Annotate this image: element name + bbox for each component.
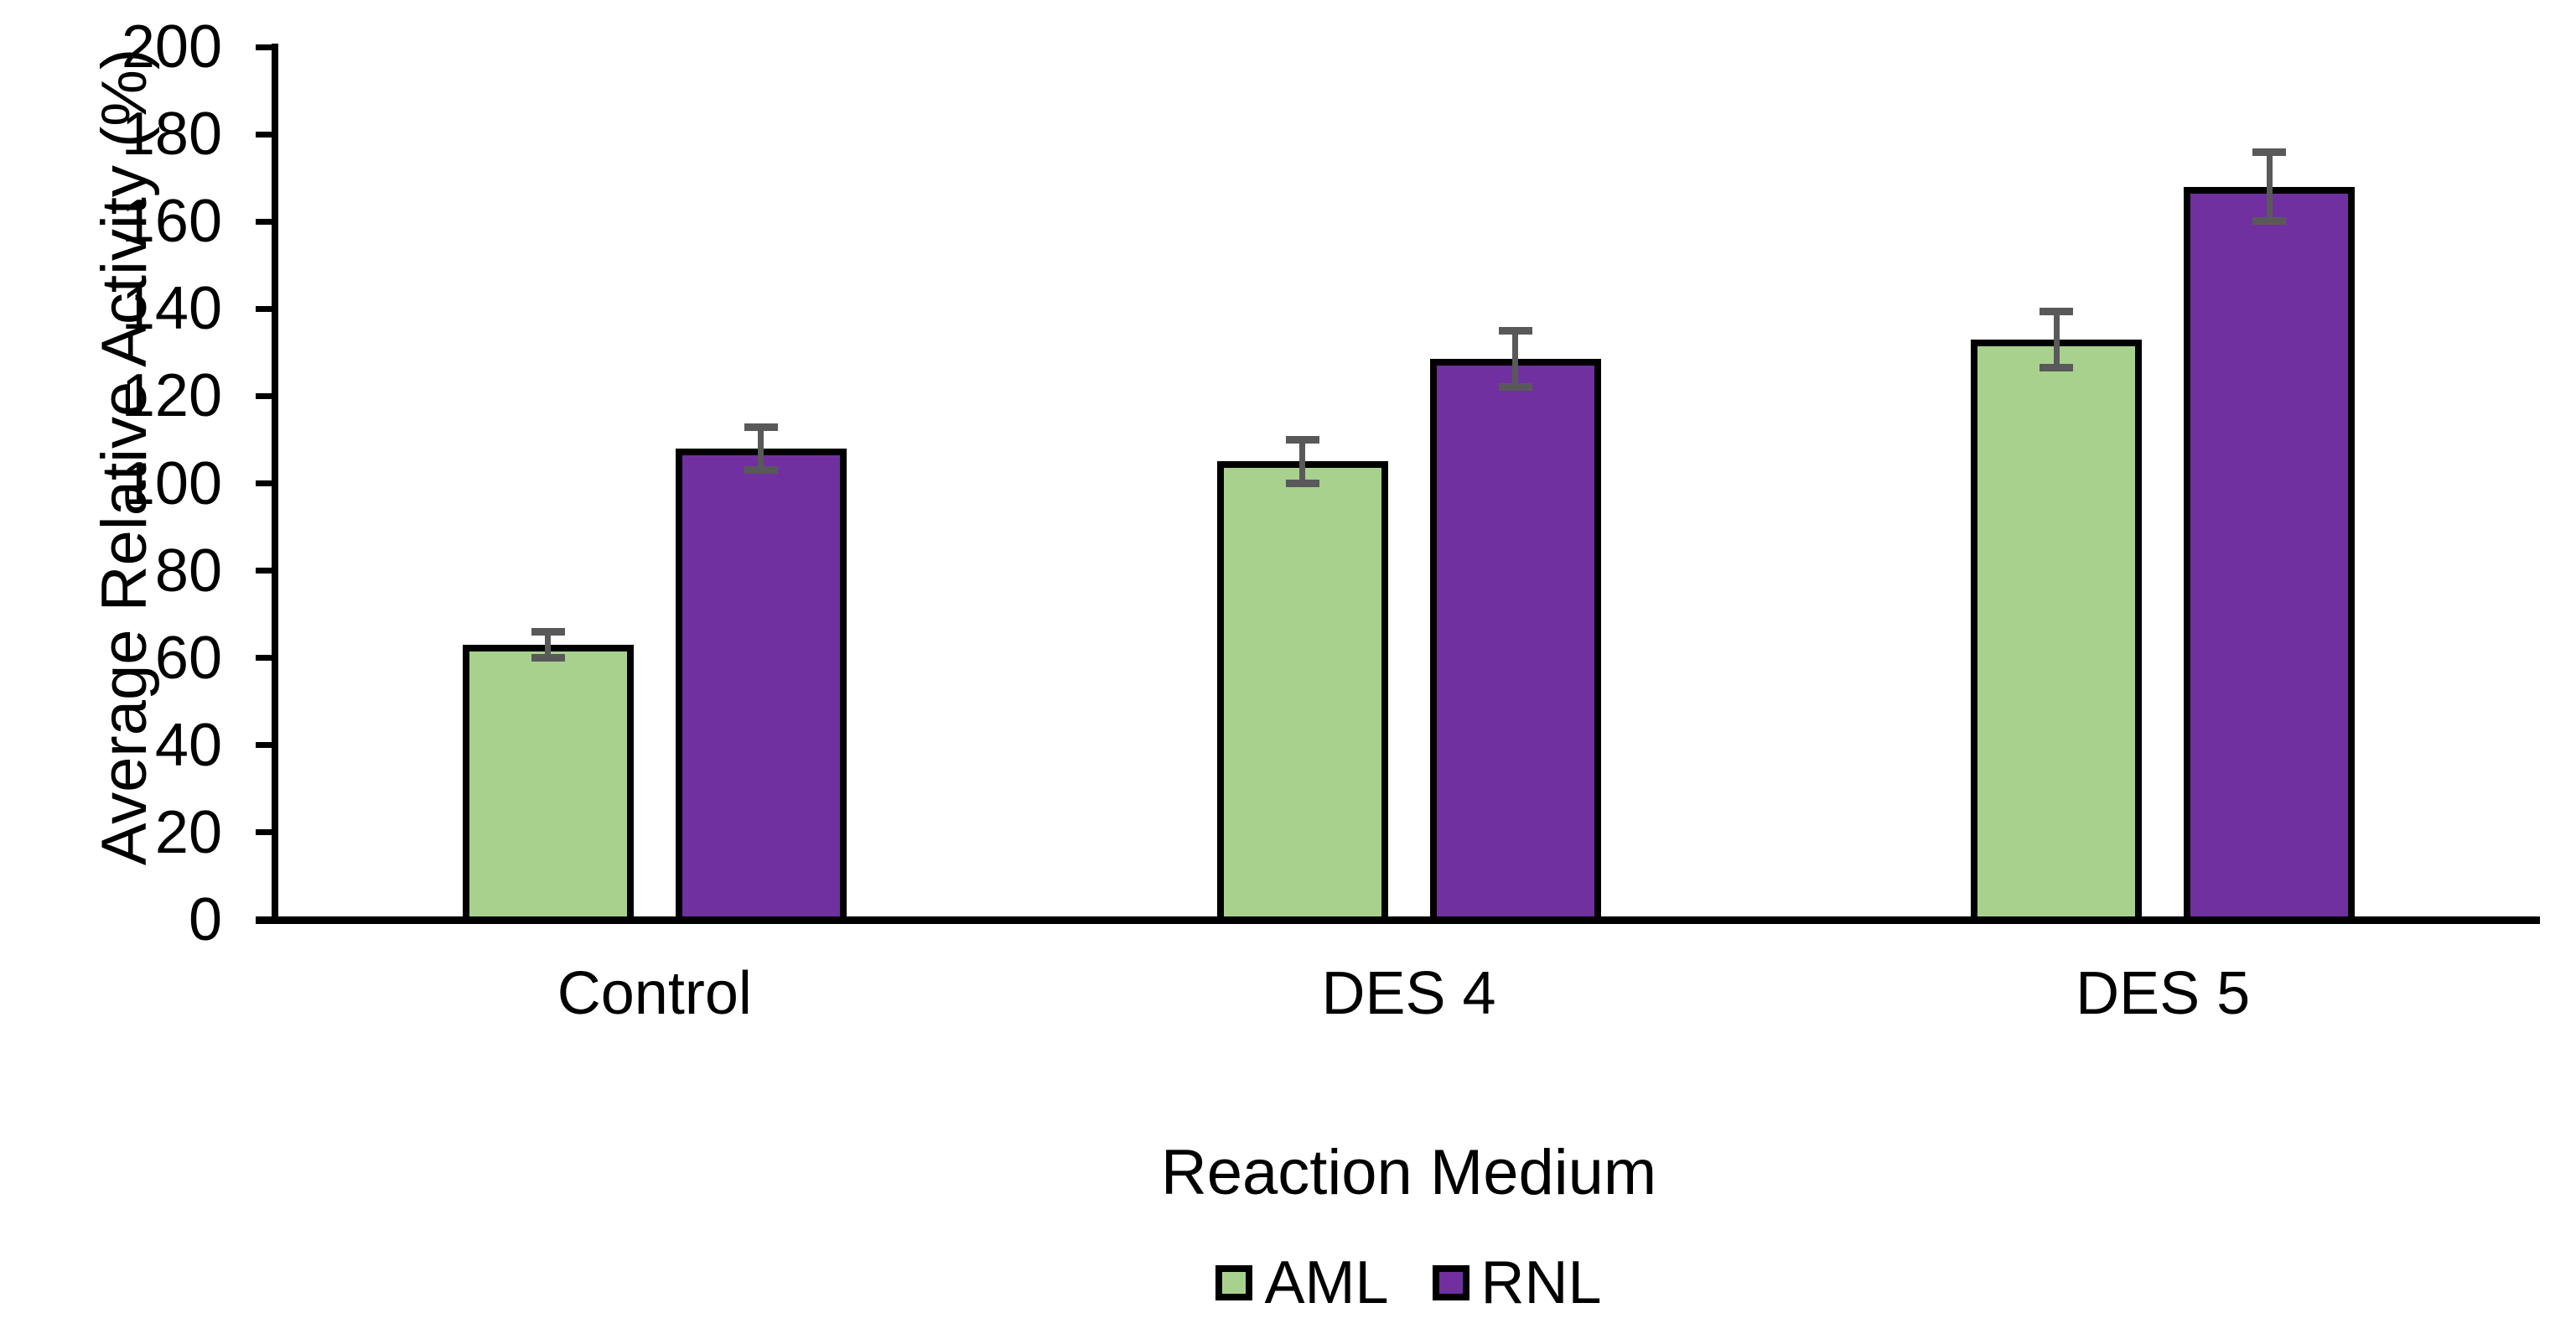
error-bar-cap-top: [1498, 327, 1532, 335]
legend-swatch-aml: [1215, 1265, 1253, 1300]
y-axis-tick-label: 20: [154, 798, 222, 866]
y-axis-tick: [256, 742, 277, 749]
y-axis-tick-label: 120: [121, 362, 222, 430]
error-bar-line: [545, 631, 552, 658]
y-axis-tick: [256, 655, 277, 662]
error-bar-cap-bottom: [531, 653, 565, 662]
error-bar-line: [2053, 310, 2060, 368]
error-bar-cap-top: [744, 423, 778, 431]
error-bar-cap-bottom: [744, 465, 778, 474]
bar-aml-0: [462, 645, 634, 924]
x-axis-line: [256, 916, 2540, 924]
y-axis-tick-label: 0: [188, 886, 222, 953]
bar-aml-2: [1971, 339, 2143, 924]
error-bar-line: [758, 426, 765, 470]
error-bar-cap-top: [2252, 148, 2287, 156]
y-axis-tick-label: 40: [154, 711, 222, 779]
bar-aml-1: [1216, 461, 1388, 924]
y-axis-tick: [256, 480, 277, 486]
legend-label-aml: AML: [1264, 1249, 1389, 1316]
error-bar-line: [1299, 439, 1305, 484]
error-bar-cap-bottom: [1498, 382, 1532, 391]
error-bar-cap-top: [531, 628, 565, 636]
y-axis-tick-label: 200: [121, 13, 222, 80]
error-bar-cap-bottom: [2040, 363, 2074, 371]
bar-rnl-2: [2184, 186, 2356, 924]
x-axis-category-label-1: DES 4: [1321, 960, 1496, 1027]
legend-item-aml: AML: [1215, 1249, 1389, 1316]
bar-rnl-0: [675, 448, 847, 924]
y-axis-tick: [256, 568, 277, 574]
legend: AML RNL: [277, 1249, 2540, 1316]
y-axis-tick: [256, 829, 277, 836]
error-bar-cap-top: [2040, 307, 2074, 315]
legend-label-rnl: RNL: [1480, 1249, 1602, 1316]
y-axis-tick-label: 80: [154, 537, 222, 605]
error-bar-cap-bottom: [2252, 217, 2287, 226]
y-axis-tick-label: 100: [121, 449, 222, 517]
y-axis-tick-label: 140: [121, 275, 222, 343]
y-axis-tick: [256, 218, 277, 225]
y-axis-tick: [256, 131, 277, 138]
x-axis-category-label-2: DES 5: [2076, 960, 2251, 1027]
error-bar-line: [2266, 151, 2273, 222]
y-axis-tick: [256, 44, 277, 50]
y-axis-tick: [256, 392, 277, 399]
y-axis-tick-label: 60: [154, 624, 222, 692]
bar-rnl-1: [1429, 359, 1601, 924]
y-axis-tick-label: 180: [121, 101, 222, 169]
legend-swatch-rnl: [1432, 1265, 1469, 1300]
x-axis-title: Reaction Medium: [1160, 1137, 1657, 1208]
y-axis-tick-label: 160: [121, 188, 222, 256]
legend-item-rnl: RNL: [1432, 1249, 1602, 1316]
y-axis-tick: [256, 305, 277, 312]
error-bar-cap-top: [1285, 436, 1319, 444]
x-axis-category-label-0: Control: [557, 960, 752, 1027]
error-bar-line: [1512, 330, 1518, 387]
error-bar-cap-bottom: [1285, 479, 1319, 487]
